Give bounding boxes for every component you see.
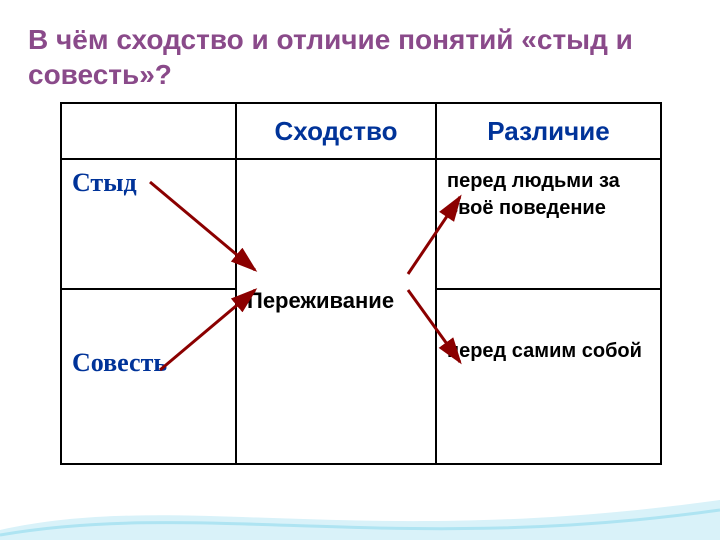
header-similarity: Сходство: [236, 103, 436, 159]
comparison-table: Сходство Различие Стыд Переживание перед…: [60, 102, 662, 465]
row0-concept: Стыд: [72, 168, 137, 197]
similarity-merged-cell: Переживание: [236, 159, 436, 464]
row1-difference-cell: перед самим собой: [436, 289, 661, 464]
row1-concept-cell: Совесть: [61, 289, 236, 464]
row0-difference: перед людьми за своё поведение: [447, 168, 650, 222]
row0-concept-cell: Стыд: [61, 159, 236, 289]
table-row: Стыд Переживание перед людьми за своё по…: [61, 159, 661, 289]
slide-title: В чём сходство и отличие понятий «стыд и…: [28, 22, 688, 92]
row1-concept: Совесть: [72, 298, 225, 378]
row0-difference-cell: перед людьми за своё поведение: [436, 159, 661, 289]
bottom-decoration: [0, 480, 720, 540]
table-header-row: Сходство Различие: [61, 103, 661, 159]
header-blank: [61, 103, 236, 159]
similarity-label: Переживание: [237, 288, 435, 314]
header-difference: Различие: [436, 103, 661, 159]
row1-difference: перед самим собой: [447, 298, 650, 365]
slide: В чём сходство и отличие понятий «стыд и…: [0, 0, 720, 540]
